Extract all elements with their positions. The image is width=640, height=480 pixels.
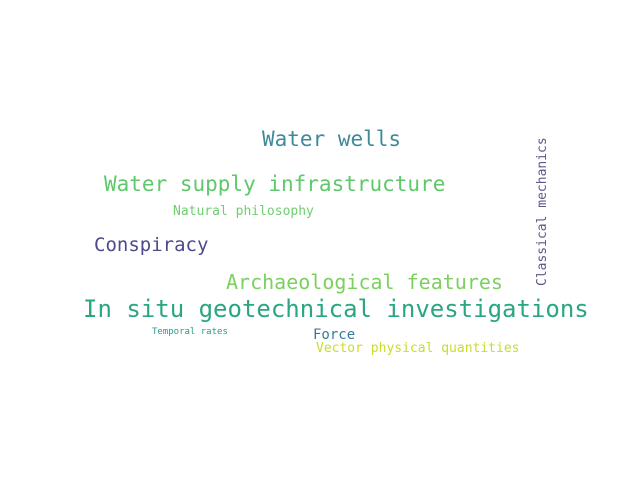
word-vector-physical-quantities: Vector physical quantities: [316, 341, 520, 356]
word-force: Force: [313, 327, 356, 343]
word-natural-philosophy: Natural philosophy: [173, 204, 314, 219]
word-conspiracy: Conspiracy: [94, 234, 209, 256]
word-temporal-rates: Temporal rates: [152, 327, 228, 337]
word-water-wells: Water wells: [262, 127, 402, 151]
word-water-supply-infrastructure: Water supply infrastructure: [104, 172, 446, 196]
word-in-situ-geotechnical-investigations: In situ geotechnical investigations: [83, 295, 589, 323]
word-archaeological-features: Archaeological features: [226, 270, 503, 294]
word-classical-mechanics: Classical mechanics: [535, 137, 550, 286]
